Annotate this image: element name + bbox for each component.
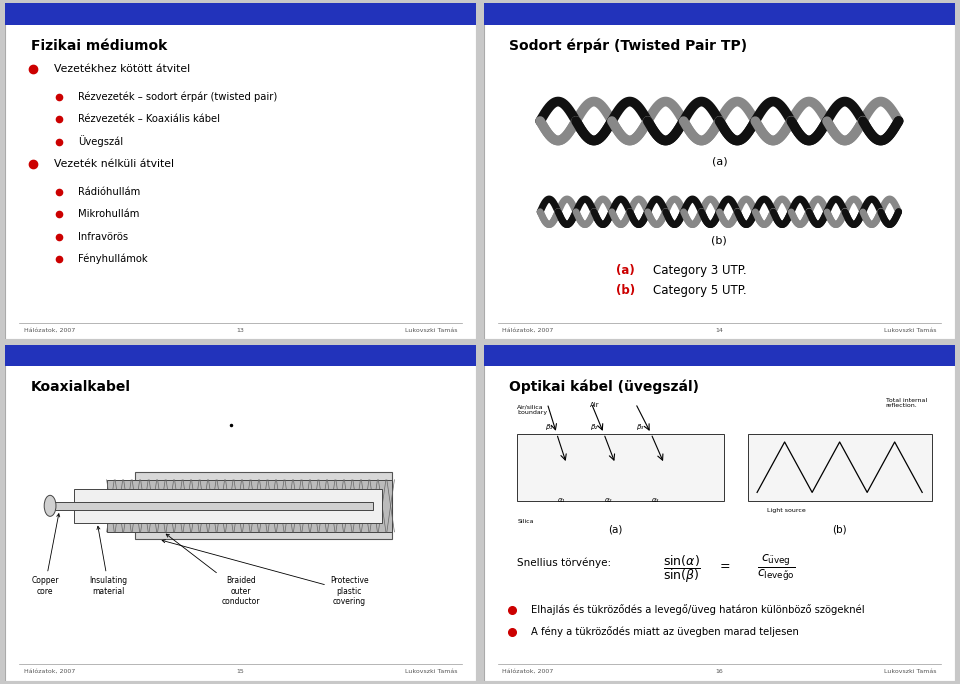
Text: Vezeték nélküli átvitel: Vezeték nélküli átvitel bbox=[55, 159, 175, 169]
Bar bbox=[516, 434, 724, 501]
Text: Light source: Light source bbox=[766, 508, 805, 512]
Text: Fényhullámok: Fényhullámok bbox=[78, 254, 148, 265]
Text: (a): (a) bbox=[609, 525, 623, 534]
Text: Lukovszki Tamás: Lukovszki Tamás bbox=[405, 328, 458, 332]
Text: Snellius törvénye:: Snellius törvénye: bbox=[516, 558, 611, 568]
Text: Sodort érpár (Twisted Pair TP): Sodort érpár (Twisted Pair TP) bbox=[510, 39, 748, 53]
Text: (b): (b) bbox=[711, 235, 728, 246]
Text: β₂: β₂ bbox=[590, 424, 597, 430]
Ellipse shape bbox=[44, 495, 56, 516]
Text: β₁: β₁ bbox=[544, 424, 552, 430]
Text: Total internal
reflection.: Total internal reflection. bbox=[886, 397, 927, 408]
Text: α₁: α₁ bbox=[558, 497, 565, 503]
Text: Air/silica
boundary: Air/silica boundary bbox=[517, 404, 547, 415]
Text: (b): (b) bbox=[615, 284, 635, 297]
Text: 16: 16 bbox=[715, 669, 723, 674]
Text: Insulating
material: Insulating material bbox=[89, 526, 128, 596]
Text: $\dfrac{\sin(\alpha)}{\sin(\beta)}$: $\dfrac{\sin(\alpha)}{\sin(\beta)}$ bbox=[662, 553, 701, 585]
Text: Category 3 UTP.: Category 3 UTP. bbox=[654, 264, 747, 277]
Text: 15: 15 bbox=[237, 669, 245, 674]
Text: Category 5 UTP.: Category 5 UTP. bbox=[654, 284, 747, 297]
Text: (a): (a) bbox=[711, 157, 727, 166]
Text: Silica: Silica bbox=[518, 519, 535, 524]
Text: Rádióhullám: Rádióhullám bbox=[78, 187, 140, 196]
Text: Rézvezeték – sodort érpár (twisted pair): Rézvezeték – sodort érpár (twisted pair) bbox=[78, 91, 277, 102]
Text: Hálózatok, 2007: Hálózatok, 2007 bbox=[502, 328, 554, 332]
Text: Koaxialkabel: Koaxialkabel bbox=[31, 380, 131, 394]
Bar bbox=[5, 345, 476, 367]
Text: $=$: $=$ bbox=[717, 558, 731, 571]
Text: Lukovszki Tamás: Lukovszki Tamás bbox=[405, 669, 458, 674]
Text: Üvegszál: Üvegszál bbox=[78, 135, 123, 148]
Text: 13: 13 bbox=[237, 328, 245, 332]
Text: Mikrohullám: Mikrohullám bbox=[78, 209, 139, 219]
Text: Hálózatok, 2007: Hálózatok, 2007 bbox=[24, 669, 75, 674]
Text: $\dfrac{c_{\mathrm{\ddot{u}veg}}}{c_{\mathrm{leveg\H{o}}}}$: $\dfrac{c_{\mathrm{\ddot{u}veg}}}{c_{\ma… bbox=[756, 553, 795, 583]
Text: Fizikai médiumok: Fizikai médiumok bbox=[31, 39, 167, 53]
Text: Air: Air bbox=[589, 402, 599, 408]
Text: Protective
plastic
covering: Protective plastic covering bbox=[162, 540, 369, 606]
Text: β₃: β₃ bbox=[636, 424, 643, 430]
Text: Vezetékhez kötött átvitel: Vezetékhez kötött átvitel bbox=[55, 64, 190, 74]
Text: Hálózatok, 2007: Hálózatok, 2007 bbox=[24, 328, 75, 332]
Text: α₃: α₃ bbox=[652, 497, 660, 503]
Bar bbox=[107, 479, 392, 532]
Text: (b): (b) bbox=[832, 525, 847, 534]
Text: Lukovszki Tamás: Lukovszki Tamás bbox=[884, 328, 936, 332]
Bar bbox=[748, 434, 931, 501]
Text: Hálózatok, 2007: Hálózatok, 2007 bbox=[502, 669, 554, 674]
Text: 14: 14 bbox=[715, 328, 723, 332]
Text: Elhajlás és tükröződés a levegő/üveg határon különböző szögeknél: Elhajlás és tükröződés a levegő/üveg hat… bbox=[531, 605, 864, 616]
Text: Rézvezeték – Koaxiális kábel: Rézvezeték – Koaxiális kábel bbox=[78, 114, 220, 124]
Text: Lukovszki Tamás: Lukovszki Tamás bbox=[884, 669, 936, 674]
Bar bbox=[484, 3, 955, 25]
Text: (a): (a) bbox=[615, 264, 635, 277]
Bar bbox=[5, 3, 476, 25]
Bar bbox=[50, 501, 372, 510]
Text: Optikai kábel (üvegszál): Optikai kábel (üvegszál) bbox=[510, 380, 700, 394]
Bar bbox=[74, 489, 382, 523]
Text: Braided
outer
conductor: Braided outer conductor bbox=[166, 534, 260, 606]
Bar bbox=[135, 472, 392, 540]
Text: Copper
core: Copper core bbox=[31, 514, 60, 596]
Text: A fény a tükröződés miatt az üvegben marad teljesen: A fény a tükröződés miatt az üvegben mar… bbox=[531, 627, 799, 637]
Text: α₂: α₂ bbox=[605, 497, 612, 503]
Text: Infravörös: Infravörös bbox=[78, 232, 128, 241]
Bar bbox=[484, 345, 955, 367]
